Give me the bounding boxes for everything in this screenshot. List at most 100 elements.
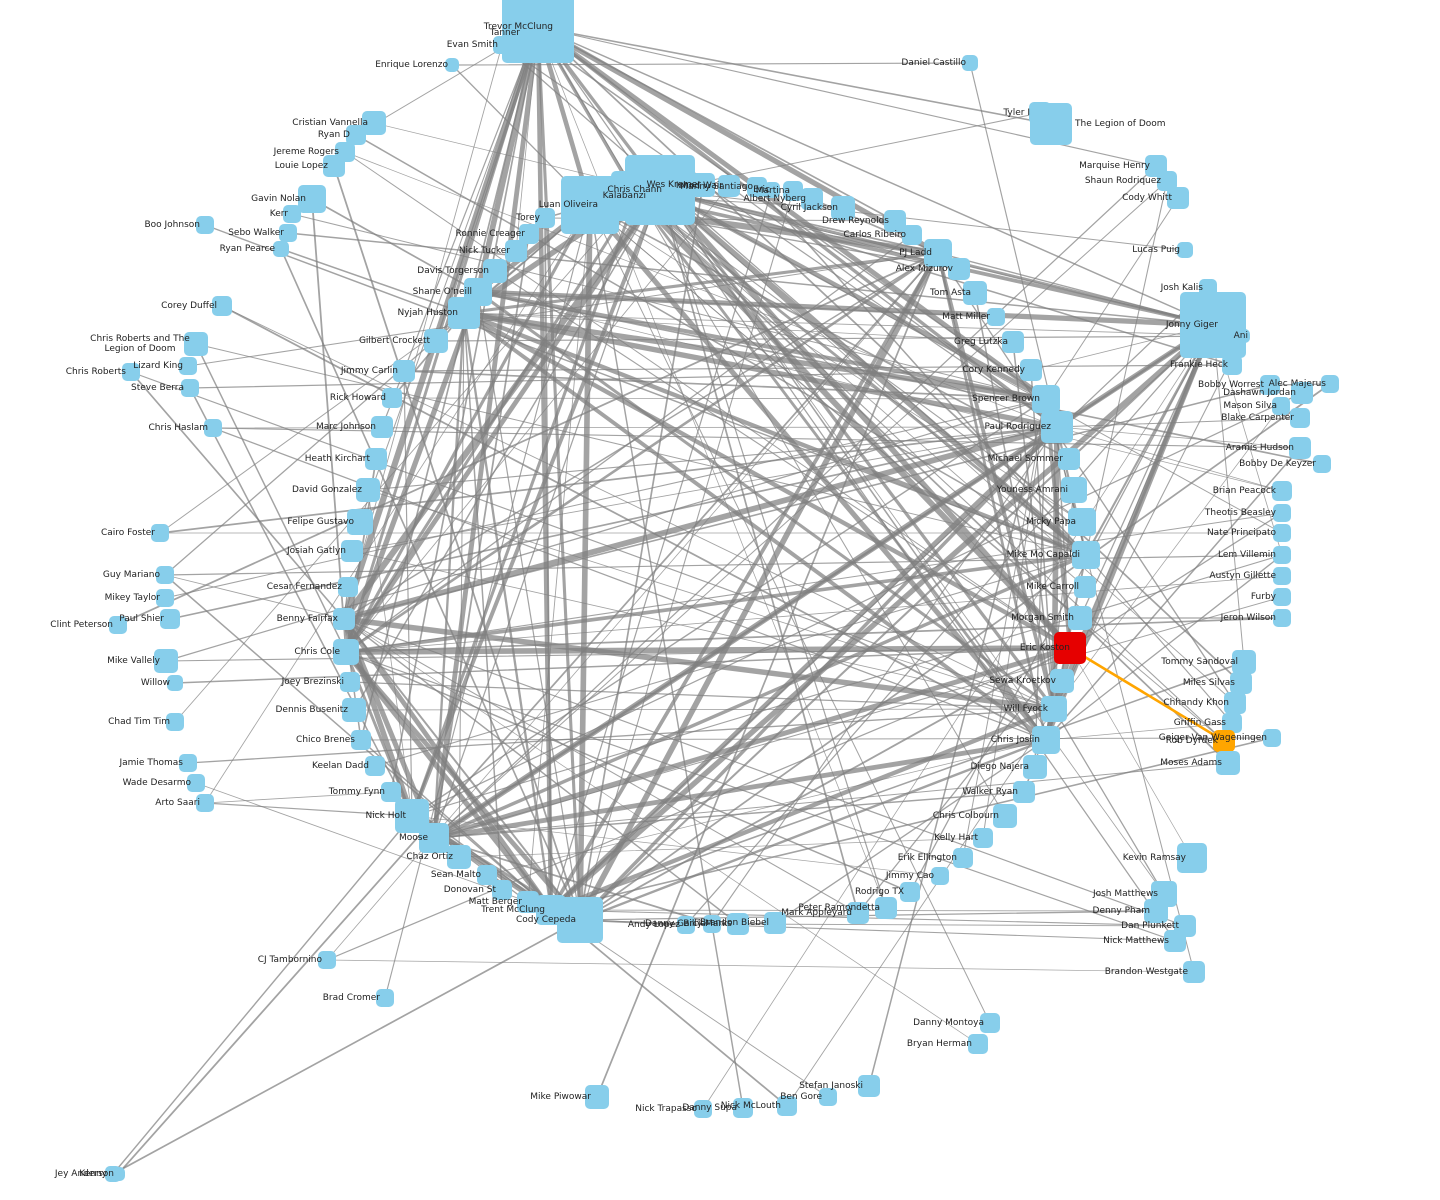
graph-node[interactable] <box>953 848 973 868</box>
graph-node[interactable] <box>517 891 539 913</box>
graph-node[interactable] <box>585 1085 609 1109</box>
graph-node[interactable] <box>1068 508 1096 536</box>
graph-node[interactable] <box>1216 751 1240 775</box>
graph-node[interactable] <box>382 388 402 408</box>
graph-node[interactable] <box>1180 292 1246 358</box>
graph-node[interactable] <box>371 416 393 438</box>
graph-node[interactable] <box>184 332 208 356</box>
graph-node[interactable] <box>273 241 289 257</box>
graph-node[interactable] <box>1177 843 1207 873</box>
graph-node[interactable] <box>342 698 366 722</box>
graph-node[interactable] <box>1273 588 1291 606</box>
graph-node[interactable] <box>283 205 301 223</box>
graph-node[interactable] <box>963 281 987 305</box>
graph-node[interactable] <box>156 589 174 607</box>
graph-node[interactable] <box>733 1098 753 1118</box>
graph-node[interactable] <box>1041 696 1067 722</box>
graph-node[interactable] <box>111 1167 125 1181</box>
graph-node[interactable] <box>333 608 355 630</box>
graph-node[interactable] <box>1058 448 1080 470</box>
graph-node[interactable] <box>204 419 222 437</box>
graph-node[interactable] <box>1313 455 1331 473</box>
graph-node[interactable] <box>341 540 363 562</box>
graph-node[interactable] <box>323 155 345 177</box>
graph-node[interactable] <box>1002 331 1024 353</box>
graph-node[interactable] <box>858 1075 880 1097</box>
graph-node[interactable] <box>365 756 385 776</box>
graph-node[interactable] <box>381 782 401 802</box>
graph-node[interactable] <box>160 609 180 629</box>
graph-node[interactable] <box>166 713 184 731</box>
graph-node[interactable] <box>993 804 1017 828</box>
graph-node[interactable] <box>561 176 619 234</box>
graph-node[interactable] <box>1144 899 1168 923</box>
graph-node[interactable] <box>1290 408 1310 428</box>
graph-node[interactable] <box>1020 359 1042 381</box>
graph-node[interactable] <box>694 1100 712 1118</box>
graph-node[interactable] <box>1222 713 1242 733</box>
graph-node[interactable] <box>505 240 527 262</box>
graph-node[interactable] <box>376 989 394 1007</box>
graph-node[interactable] <box>1032 726 1060 754</box>
graph-node[interactable] <box>151 524 169 542</box>
graph-node[interactable] <box>831 196 855 220</box>
graph-node[interactable] <box>535 208 555 228</box>
graph-node[interactable] <box>1273 504 1291 522</box>
graph-node[interactable] <box>1030 103 1072 145</box>
graph-node[interactable] <box>196 216 214 234</box>
graph-node[interactable] <box>691 173 715 197</box>
graph-node[interactable] <box>973 828 993 848</box>
graph-node[interactable] <box>477 865 497 885</box>
graph-node[interactable] <box>1164 930 1186 952</box>
graph-node[interactable] <box>1291 382 1313 404</box>
graph-node[interactable] <box>154 649 178 673</box>
graph-node[interactable] <box>931 867 949 885</box>
graph-node[interactable] <box>948 258 970 280</box>
graph-node[interactable] <box>1273 524 1291 542</box>
graph-node[interactable] <box>1222 355 1242 375</box>
graph-node[interactable] <box>727 913 749 935</box>
graph-edge-highlighted[interactable] <box>1068 646 1226 743</box>
graph-node[interactable] <box>801 188 823 210</box>
graph-node[interactable] <box>515 20 541 46</box>
graph-node[interactable] <box>365 448 387 470</box>
graph-node[interactable] <box>703 915 721 933</box>
graph-node[interactable] <box>902 225 922 245</box>
graph-node[interactable] <box>393 360 415 382</box>
graph-node[interactable] <box>1273 609 1291 627</box>
graph-node[interactable] <box>447 845 471 869</box>
graph-node[interactable] <box>1224 692 1246 714</box>
graph-node[interactable] <box>764 912 786 934</box>
graph-node[interactable] <box>109 616 127 634</box>
graph-node[interactable] <box>1273 546 1291 564</box>
graph-node[interactable] <box>1032 385 1060 413</box>
graph-node[interactable] <box>884 210 906 232</box>
graph-node[interactable] <box>356 478 380 502</box>
graph-node[interactable] <box>1013 781 1035 803</box>
graph-node[interactable] <box>347 509 373 535</box>
graph-node[interactable] <box>677 916 695 934</box>
graph-node[interactable] <box>557 897 603 943</box>
graph-node[interactable] <box>1236 329 1250 343</box>
graph-node[interactable] <box>900 882 920 902</box>
graph-node[interactable] <box>980 1013 1000 1033</box>
graph-node[interactable] <box>968 1034 988 1054</box>
graph-node[interactable] <box>783 181 803 201</box>
graph-node[interactable] <box>747 177 767 197</box>
graph-node[interactable] <box>279 224 297 242</box>
graph-node[interactable] <box>318 951 336 969</box>
graph-node[interactable] <box>1167 187 1189 209</box>
graph-node[interactable] <box>1050 669 1074 693</box>
graph-node[interactable] <box>1272 397 1290 415</box>
graph-node[interactable] <box>196 794 214 812</box>
graph-node[interactable] <box>419 823 449 853</box>
graph-node[interactable] <box>156 566 174 584</box>
graph-node[interactable] <box>611 171 661 221</box>
graph-node[interactable] <box>338 577 358 597</box>
graph-node[interactable] <box>1289 437 1311 459</box>
graph-node[interactable] <box>1157 171 1177 191</box>
graph-node[interactable] <box>346 125 366 145</box>
graph-node[interactable] <box>424 329 448 353</box>
graph-node[interactable] <box>1232 650 1256 674</box>
